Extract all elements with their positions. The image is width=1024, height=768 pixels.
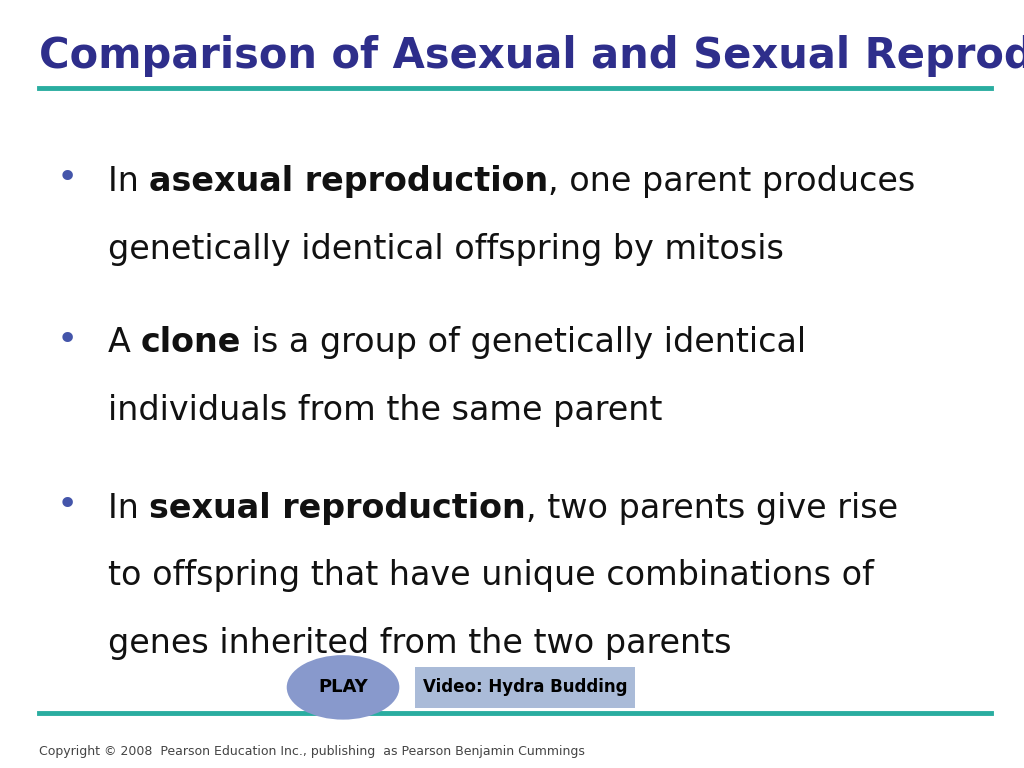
Text: to offspring that have unique combinations of: to offspring that have unique combinatio…: [108, 559, 873, 592]
Text: •: •: [56, 161, 78, 195]
Text: •: •: [56, 323, 78, 356]
Text: sexual reproduction: sexual reproduction: [150, 492, 525, 525]
Text: , one parent produces: , one parent produces: [548, 165, 915, 198]
Text: Video: Hydra Budding: Video: Hydra Budding: [423, 678, 627, 697]
Text: PLAY: PLAY: [318, 678, 368, 697]
Text: In: In: [108, 165, 150, 198]
FancyBboxPatch shape: [415, 667, 635, 708]
Text: A: A: [108, 326, 141, 359]
Ellipse shape: [287, 655, 399, 720]
Text: •: •: [56, 488, 78, 521]
Text: Comparison of Asexual and Sexual Reproduction: Comparison of Asexual and Sexual Reprodu…: [39, 35, 1024, 77]
Text: is a group of genetically identical: is a group of genetically identical: [242, 326, 807, 359]
Text: In: In: [108, 492, 150, 525]
Text: genes inherited from the two parents: genes inherited from the two parents: [108, 627, 731, 660]
Text: asexual reproduction: asexual reproduction: [150, 165, 548, 198]
Text: genetically identical offspring by mitosis: genetically identical offspring by mitos…: [108, 233, 783, 266]
Text: clone: clone: [141, 326, 242, 359]
Text: Copyright © 2008  Pearson Education Inc., publishing  as Pearson Benjamin Cummin: Copyright © 2008 Pearson Education Inc.,…: [39, 745, 585, 757]
Text: individuals from the same parent: individuals from the same parent: [108, 394, 662, 427]
Text: , two parents give rise: , two parents give rise: [525, 492, 898, 525]
